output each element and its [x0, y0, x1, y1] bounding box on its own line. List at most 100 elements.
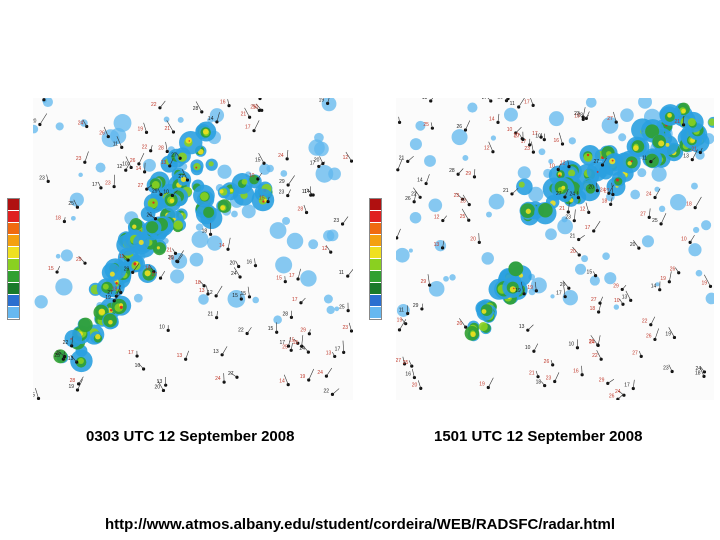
svg-text:25: 25 — [460, 214, 466, 220]
svg-text:24: 24 — [299, 346, 305, 352]
svg-text:25: 25 — [339, 305, 345, 311]
svg-text:23: 23 — [279, 190, 285, 196]
scale-swatch — [370, 223, 381, 235]
svg-text:29: 29 — [499, 98, 505, 99]
svg-text:18: 18 — [195, 280, 201, 286]
svg-text:15: 15 — [259, 196, 265, 202]
svg-text:12: 12 — [434, 215, 440, 221]
svg-text:10: 10 — [249, 173, 255, 179]
svg-text:27: 27 — [640, 211, 646, 217]
svg-text:21: 21 — [675, 119, 681, 125]
svg-text:13: 13 — [157, 379, 163, 385]
svg-text:20: 20 — [230, 260, 236, 266]
svg-text:16: 16 — [220, 100, 226, 106]
svg-text:12: 12 — [580, 206, 586, 212]
svg-text:17: 17 — [335, 346, 341, 352]
svg-text:12: 12 — [560, 161, 566, 167]
svg-text:19: 19 — [527, 285, 533, 291]
svg-text:29: 29 — [124, 266, 130, 272]
svg-text:17: 17 — [585, 225, 591, 231]
scale-swatch — [370, 247, 381, 259]
svg-text:18: 18 — [145, 266, 151, 272]
svg-text:21: 21 — [251, 98, 257, 99]
source-url: http://www.atmos.albany.edu/student/cord… — [104, 516, 616, 533]
svg-text:26: 26 — [456, 124, 462, 130]
svg-text:24: 24 — [569, 192, 575, 198]
svg-text:10: 10 — [513, 133, 519, 139]
svg-text:25: 25 — [54, 353, 60, 359]
svg-text:10: 10 — [549, 163, 555, 169]
svg-text:29: 29 — [279, 179, 285, 185]
svg-text:16: 16 — [405, 372, 411, 378]
svg-text:27: 27 — [396, 358, 401, 364]
svg-text:27: 27 — [107, 290, 113, 296]
svg-text:15: 15 — [293, 340, 299, 346]
svg-text:13: 13 — [422, 98, 428, 101]
svg-text:19: 19 — [665, 331, 671, 337]
svg-text:23: 23 — [565, 215, 571, 221]
svg-text:18: 18 — [686, 202, 692, 208]
svg-text:29: 29 — [152, 189, 158, 195]
svg-text:24: 24 — [646, 192, 652, 198]
svg-text:14: 14 — [489, 116, 495, 122]
svg-text:25: 25 — [68, 201, 74, 207]
svg-text:12: 12 — [207, 290, 213, 296]
caption-left: 0303 UTC 12 September 2008 — [86, 428, 295, 445]
svg-text:28: 28 — [298, 207, 304, 213]
scale-swatch — [370, 199, 381, 211]
svg-text:21: 21 — [166, 247, 172, 253]
scale-swatch — [8, 307, 19, 319]
svg-text:20: 20 — [314, 158, 320, 164]
radar-map-right: 29 19 21 27 17 20 20 26 14 19 21 23 27 23 10 13 24 13 19 13… — [396, 98, 714, 400]
svg-text:24: 24 — [78, 121, 84, 127]
svg-text:28: 28 — [577, 112, 583, 118]
svg-text:13: 13 — [161, 160, 167, 166]
svg-text:27: 27 — [152, 272, 158, 278]
svg-text:26: 26 — [146, 213, 152, 219]
svg-text:18: 18 — [55, 215, 61, 221]
svg-text:26: 26 — [130, 158, 136, 164]
svg-text:27: 27 — [228, 371, 234, 377]
svg-text:16: 16 — [573, 369, 579, 375]
svg-text:17: 17 — [556, 291, 562, 297]
svg-text:20: 20 — [588, 185, 594, 191]
svg-text:29: 29 — [465, 171, 471, 177]
svg-text:28: 28 — [449, 168, 455, 174]
svg-text:23: 23 — [334, 218, 340, 224]
svg-text:11: 11 — [642, 156, 647, 162]
svg-text:19: 19 — [105, 295, 111, 301]
svg-text:25: 25 — [589, 339, 595, 345]
svg-text:17: 17 — [524, 99, 530, 105]
svg-text:14: 14 — [219, 243, 225, 249]
svg-text:23: 23 — [460, 199, 466, 205]
svg-text:18: 18 — [536, 380, 542, 386]
svg-text:25: 25 — [282, 344, 288, 350]
scale-swatch — [8, 223, 19, 235]
svg-text:13: 13 — [622, 294, 628, 300]
scale-swatch — [370, 283, 381, 295]
svg-text:19: 19 — [138, 126, 144, 132]
svg-text:28: 28 — [193, 106, 199, 112]
svg-text:20: 20 — [154, 384, 160, 390]
svg-text:20: 20 — [630, 242, 636, 248]
svg-text:23: 23 — [546, 375, 552, 381]
svg-text:29: 29 — [421, 279, 427, 285]
scale-swatch — [370, 259, 381, 271]
svg-text:15: 15 — [268, 326, 274, 332]
svg-text:20: 20 — [570, 249, 576, 255]
svg-text:19: 19 — [574, 113, 580, 119]
scale-swatch — [370, 271, 381, 283]
svg-text:21: 21 — [503, 188, 509, 194]
svg-text:23: 23 — [39, 175, 45, 181]
svg-text:17: 17 — [128, 350, 134, 356]
svg-text:10: 10 — [507, 127, 513, 133]
svg-text:13: 13 — [434, 242, 440, 248]
svg-text:23: 23 — [343, 325, 349, 331]
svg-text:12: 12 — [322, 246, 328, 252]
svg-text:23: 23 — [524, 146, 530, 152]
svg-text:27: 27 — [514, 133, 520, 139]
svg-text:23: 23 — [76, 156, 82, 162]
scale-swatch — [370, 307, 381, 319]
svg-text:23: 23 — [663, 365, 669, 371]
svg-text:17: 17 — [279, 340, 285, 346]
